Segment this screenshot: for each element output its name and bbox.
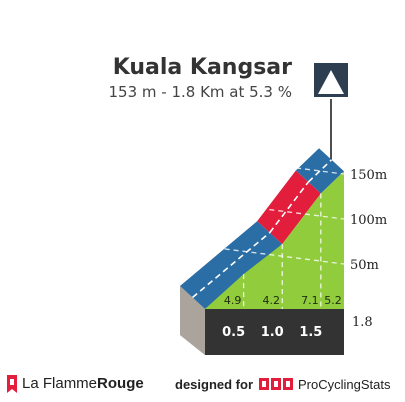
y-tick-label-0: 50m: [350, 258, 379, 273]
category-number: 3: [326, 79, 336, 95]
profile-area: [205, 171, 344, 309]
gradient-band-centerline-0: [191, 232, 271, 299]
brand-main: La Flamme: [22, 375, 98, 392]
grid-line-1: [179, 197, 345, 220]
brand-bold: Rouge: [97, 375, 144, 392]
la-flamme-rouge-brand: La FlammeRouge: [22, 375, 144, 392]
designed-for-label: designed for: [175, 377, 254, 392]
pcs-logo-icon: [259, 378, 293, 390]
x-distance-label-2: 1.5: [299, 325, 322, 340]
segment-gradient-label-3: 5.2: [324, 294, 342, 307]
grid-line-0: [179, 242, 345, 265]
gradient-band-segment-2: [295, 148, 344, 194]
procyclingstats-name: ProCyclingStats: [298, 377, 391, 392]
y-tick-label-1: 100m: [350, 213, 387, 228]
x-distance-label-0: 0.5: [222, 325, 245, 340]
end-distance-label: 1.8: [352, 315, 373, 330]
climb-title: Kuala Kangsar: [113, 55, 292, 80]
road-band: [205, 309, 344, 355]
grid-line-2: [179, 152, 345, 175]
climb-profile-chart: Kuala Kangsar 153 m - 1.8 Km at 5.3 % 3 …: [108, 55, 387, 355]
y-tick-label-2: 150m: [350, 168, 387, 183]
segment-gradient-label-0: 4.9: [224, 294, 242, 307]
footer: La FlammeRouge designed for ProCyclingSt…: [0, 372, 405, 398]
climb-subtitle: 153 m - 1.8 Km at 5.3 %: [108, 83, 292, 101]
gradient-band-centerline-1: [269, 181, 309, 234]
la-flamme-rouge-icon: [7, 375, 17, 393]
x-distance-label-1: 1.0: [261, 325, 284, 340]
road-band-side: [180, 286, 205, 355]
mountain-icon: [318, 70, 344, 94]
segment-gradient-label-1: 4.2: [262, 294, 280, 307]
segment-gradient-label-2: 7.1: [301, 294, 319, 307]
gradient-band-centerline-2: [307, 159, 333, 183]
